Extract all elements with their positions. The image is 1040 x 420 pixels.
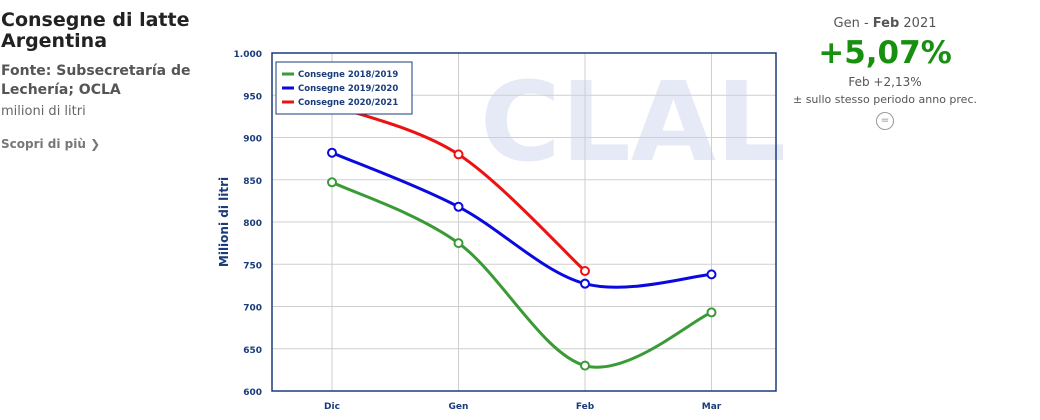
x-tick-label: Dic: [324, 402, 340, 412]
data-point: [453, 201, 464, 212]
y-tick-label: 1.000: [234, 50, 262, 60]
unit: milioni di litri: [1, 104, 86, 119]
source: Fonte: Subsecretaría de Lechería; OCLA: [1, 63, 191, 98]
more-link[interactable]: Scopri di più ❯: [1, 137, 101, 151]
y-tick-label: 600: [243, 388, 262, 398]
data-point: [580, 266, 590, 277]
watermark: CLAL: [480, 58, 786, 186]
data-point: [453, 238, 464, 249]
y-tick-label: 750: [243, 261, 262, 271]
data-point: [327, 147, 337, 158]
month-change: Feb +2,13%: [848, 75, 922, 89]
note: ± sullo stesso periodo anno prec.: [792, 93, 977, 106]
data-point: [580, 360, 590, 371]
series-line: [331, 180, 713, 369]
data-point: [580, 278, 590, 289]
period-year: 2021: [903, 16, 937, 31]
data-point: [453, 149, 464, 160]
period-from: Gen -: [833, 16, 869, 31]
equal-icon[interactable]: =: [876, 112, 894, 130]
change: +5,07%: [818, 35, 952, 71]
header: Consegne di latte Argentina Fonte: Subse…: [1, 9, 201, 152]
x-tick-label: Feb: [576, 402, 595, 412]
legend-label: Consegne 2019/2020: [298, 84, 398, 94]
period-to: Feb: [872, 16, 900, 31]
legend: Consegne 2018/2019 Consegne 2019/2020 Cons…: [275, 61, 413, 115]
y-tick-label: 650: [243, 346, 262, 356]
series-line: [331, 151, 712, 289]
legend-box: [275, 61, 413, 115]
legend-label: Consegne 2018/2019: [298, 70, 398, 80]
data-point: [327, 177, 337, 188]
y-tick-label: 700: [243, 304, 262, 314]
y-tick-label: 950: [243, 92, 262, 102]
data-point: [706, 307, 717, 318]
y-tick-label: 800: [243, 219, 262, 229]
summary: Gen - Feb 2021 +5,07% Feb +2,13% ± sullo…: [770, 16, 1000, 130]
title: Consegne di latte Argentina: [1, 9, 190, 52]
x-tick-label: Gen: [449, 402, 469, 412]
y-tick-label: 850: [243, 177, 262, 187]
y-tick-label: 900: [243, 135, 262, 145]
data-point: [706, 269, 717, 280]
period: Gen - Feb 2021: [770, 16, 1000, 31]
link-text[interactable]: Scopri di più: [1, 137, 86, 151]
y-axis-label: Milioni di litri: [217, 177, 231, 267]
plot-frame: [271, 52, 777, 392]
legend-label: Consegne 2020/2021: [298, 98, 398, 108]
x-tick-label: Mar: [702, 402, 722, 412]
